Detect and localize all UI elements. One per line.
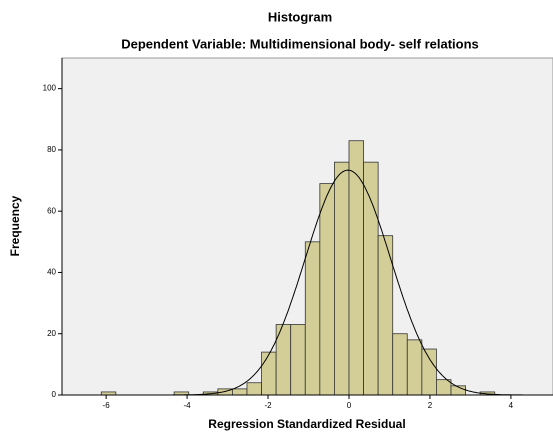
bar: [261, 351, 277, 396]
y-tick-label: 20: [47, 329, 56, 338]
x-axis-label: Regression Standardized Residual: [208, 417, 405, 431]
bar: [246, 382, 262, 396]
bar: [232, 388, 248, 396]
bar: [392, 333, 408, 396]
bar: [319, 183, 335, 396]
x-tick-label: 4: [509, 401, 514, 410]
bar: [304, 241, 321, 396]
y-tick-label: 40: [47, 268, 56, 277]
x-tick-label: -2: [264, 401, 272, 410]
y-tick-label: 100: [43, 84, 57, 93]
bar: [421, 348, 437, 396]
chart-title: Histogram: [268, 9, 332, 24]
bar: [363, 161, 379, 396]
bar: [334, 161, 350, 396]
y-axis-label: Frequency: [8, 195, 22, 256]
bar: [406, 339, 423, 396]
x-tick-label: 0: [347, 401, 352, 410]
x-tick-label: 2: [428, 401, 433, 410]
bar: [290, 324, 306, 396]
x-tick-label: -4: [184, 401, 192, 410]
y-tick-label: 60: [47, 206, 56, 215]
y-tick-label: 0: [52, 390, 57, 399]
bar: [348, 140, 364, 396]
bar: [436, 379, 452, 396]
y-tick-label: 80: [47, 145, 56, 154]
x-tick-label: -6: [103, 401, 111, 410]
chart-subtitle: Dependent Variable: Multidimensional bod…: [121, 36, 479, 51]
